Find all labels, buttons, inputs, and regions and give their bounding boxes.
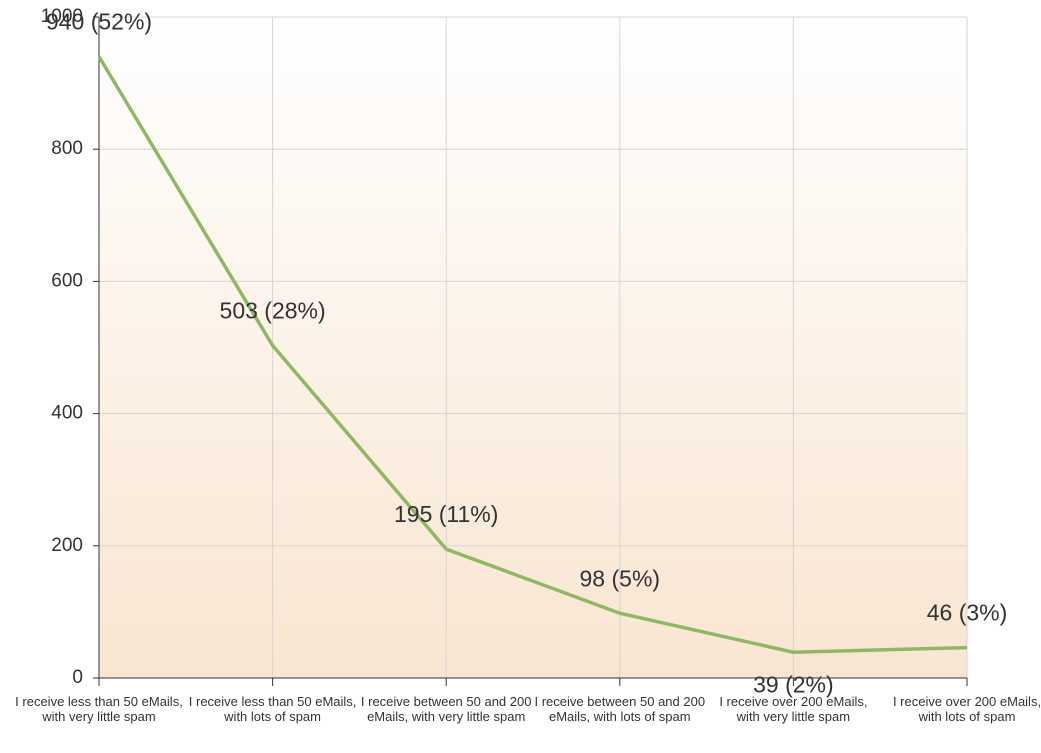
x-label-box: I receive between 50 and 200 eMails, wit… xyxy=(360,694,532,724)
x-label-box: I receive less than 50 eMails, with very… xyxy=(15,694,183,724)
value-label: 46 (3%) xyxy=(927,600,1008,626)
line xyxy=(97,55,968,654)
y-tick-label: 200 xyxy=(51,535,83,556)
value-label: 503 (28%) xyxy=(220,298,326,324)
x-tick-label: I receive between 50 and 200 eMails, wit… xyxy=(360,694,532,724)
y-tick-label: 800 xyxy=(51,138,83,159)
y-tick-label: 400 xyxy=(51,403,83,424)
value-label: 39 (2%) xyxy=(753,671,834,697)
y-tick-label: 1000 xyxy=(41,6,83,27)
x-label-box: I receive between 50 and 200 eMails, wit… xyxy=(534,694,706,724)
x-tick-label: I receive over 200 eMails, with lots of … xyxy=(892,694,1041,724)
x-tick-label: I receive less than 50 eMails, with lots… xyxy=(188,694,357,724)
x-label-box: I receive less than 50 eMails, with lots… xyxy=(188,694,357,724)
x-label-box: I receive over 200 eMails, with lots of … xyxy=(892,694,1041,724)
x-label-box: I receive over 200 eMails, with very lit… xyxy=(719,694,868,724)
y-tick-label: 600 xyxy=(51,270,83,291)
value-label: 195 (11%) xyxy=(394,501,498,527)
y-tick-label: 0 xyxy=(72,667,83,688)
x-tick-label: I receive less than 50 eMails, with very… xyxy=(15,694,183,724)
x-tick-label: I receive between 50 and 200 eMails, wit… xyxy=(534,694,706,724)
value-label: 940 (52%) xyxy=(46,9,152,35)
value-label: 98 (5%) xyxy=(580,565,661,591)
x-tick-label: I receive over 200 eMails, with very lit… xyxy=(719,694,868,724)
plot-background xyxy=(99,17,967,678)
